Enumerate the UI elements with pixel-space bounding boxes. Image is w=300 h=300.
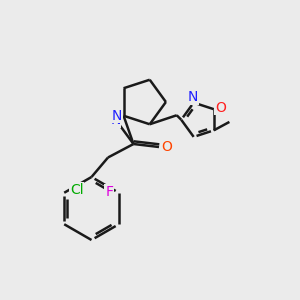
Text: O: O [161, 140, 172, 154]
Text: O: O [215, 101, 226, 115]
Text: N: N [188, 90, 198, 104]
Text: N: N [112, 109, 122, 123]
Text: Cl: Cl [70, 183, 84, 197]
Text: F: F [105, 185, 113, 199]
Text: N: N [110, 113, 121, 127]
